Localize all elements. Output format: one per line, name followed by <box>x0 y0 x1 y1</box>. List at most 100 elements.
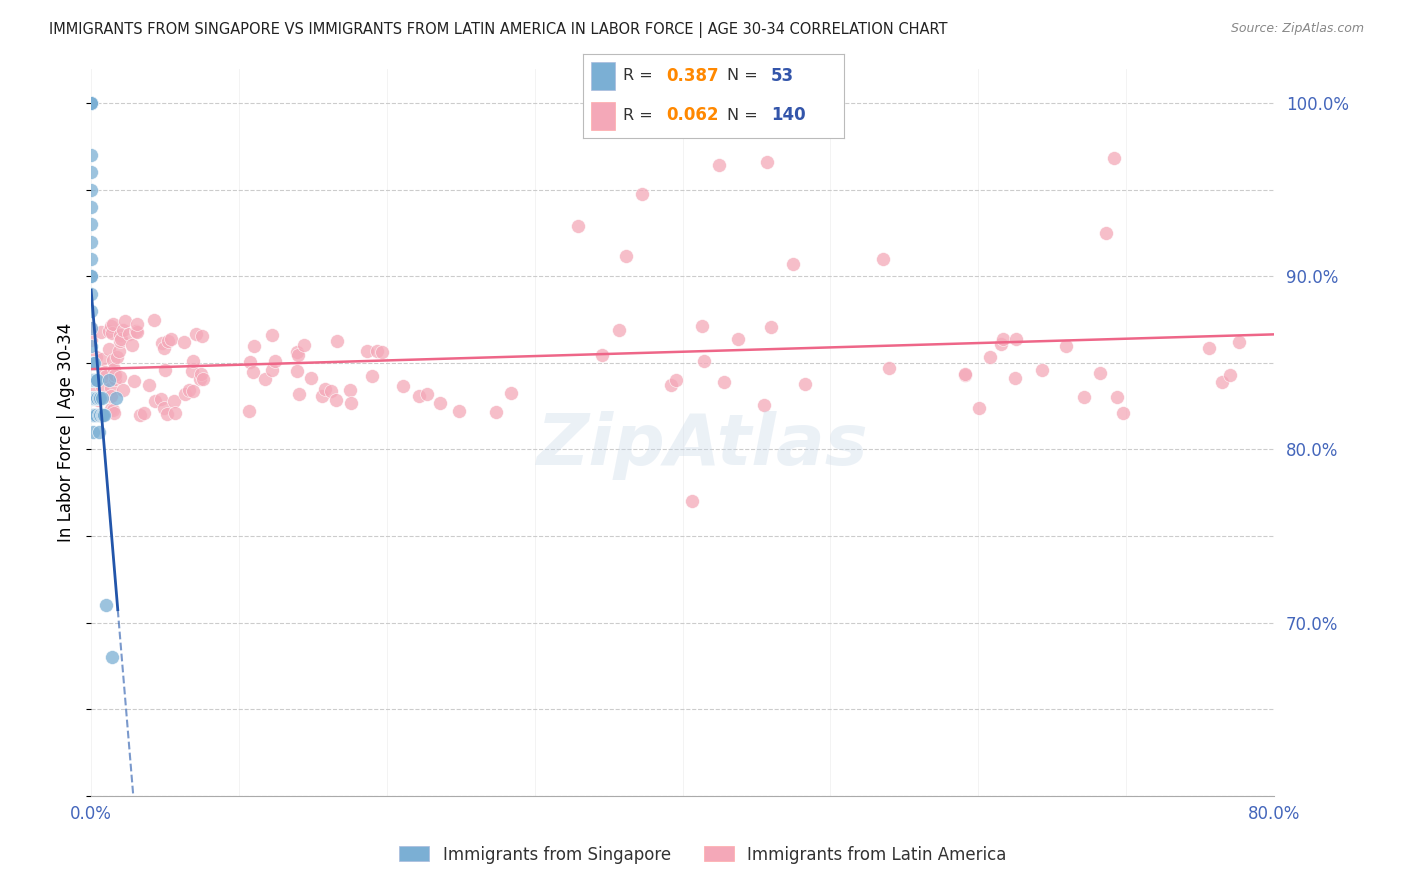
Point <box>979 351 1001 365</box>
Point <box>94 365 117 379</box>
Point <box>239 355 262 369</box>
Point <box>449 404 471 418</box>
Point <box>80 408 103 422</box>
Point <box>177 383 200 397</box>
Text: R =: R = <box>623 68 652 83</box>
Point <box>263 354 285 368</box>
Point <box>872 252 894 266</box>
Point <box>80 96 103 111</box>
Point <box>103 362 125 376</box>
Point <box>90 380 112 394</box>
Point <box>80 218 103 232</box>
Point <box>82 378 104 392</box>
Point <box>727 332 749 346</box>
Point <box>129 408 152 422</box>
Point <box>80 392 103 406</box>
Point <box>366 344 388 359</box>
Point <box>360 368 382 383</box>
Point <box>1102 151 1125 165</box>
Point <box>90 325 112 339</box>
Point <box>91 408 114 422</box>
Point <box>87 391 110 405</box>
Point <box>80 391 103 405</box>
Point <box>707 158 730 172</box>
Point <box>1112 406 1135 420</box>
Point <box>104 368 127 383</box>
Point <box>82 425 104 439</box>
Point <box>181 384 204 398</box>
Point <box>90 408 112 422</box>
Text: ZipAtlas: ZipAtlas <box>537 411 869 481</box>
Point <box>105 391 128 405</box>
Point <box>83 408 105 422</box>
Point <box>82 356 104 370</box>
Point <box>485 404 508 418</box>
Point <box>260 327 283 342</box>
Point <box>630 186 652 201</box>
Point <box>287 348 309 362</box>
Point <box>90 391 112 405</box>
Point <box>82 391 104 405</box>
Point <box>299 371 322 385</box>
Point <box>156 407 179 421</box>
Point <box>314 382 336 396</box>
Point <box>82 408 104 422</box>
Point <box>173 335 195 350</box>
Point <box>80 96 103 111</box>
Point <box>356 344 378 359</box>
Point <box>114 313 136 327</box>
Point <box>80 269 103 284</box>
Point <box>86 373 108 387</box>
Point <box>97 373 120 387</box>
Point <box>955 368 977 382</box>
Point <box>879 360 901 375</box>
Point <box>1054 339 1077 353</box>
Point <box>990 336 1012 351</box>
Point <box>143 313 166 327</box>
Point <box>607 323 630 337</box>
Point <box>1211 375 1233 389</box>
Point <box>681 494 703 508</box>
Point <box>80 235 103 249</box>
Point <box>391 378 413 392</box>
Point <box>794 376 817 391</box>
Point <box>190 367 212 381</box>
Point <box>125 325 148 339</box>
Point <box>83 391 105 405</box>
Point <box>90 352 112 367</box>
Text: Source: ZipAtlas.com: Source: ZipAtlas.com <box>1230 22 1364 36</box>
Point <box>108 369 131 384</box>
Point <box>80 148 103 162</box>
Point <box>591 348 613 362</box>
Point <box>755 154 778 169</box>
Point <box>127 317 149 331</box>
Point <box>408 389 430 403</box>
Point <box>153 341 176 355</box>
Legend: Immigrants from Singapore, Immigrants from Latin America: Immigrants from Singapore, Immigrants fr… <box>392 839 1014 871</box>
Point <box>752 398 775 412</box>
Point <box>87 425 110 439</box>
Point <box>285 364 308 378</box>
Point <box>84 408 107 422</box>
Point <box>614 249 637 263</box>
Point <box>97 324 120 338</box>
Point <box>567 219 589 234</box>
Point <box>118 326 141 341</box>
Point <box>100 326 122 341</box>
Point <box>238 404 260 418</box>
Point <box>80 96 103 111</box>
Point <box>321 384 343 398</box>
Point <box>665 373 688 387</box>
Point <box>188 372 211 386</box>
Point <box>122 374 145 388</box>
Point <box>112 383 135 397</box>
Point <box>991 332 1014 346</box>
Point <box>156 334 179 348</box>
Point <box>184 327 207 342</box>
Point <box>138 378 160 392</box>
Point <box>153 401 176 416</box>
Point <box>105 351 128 365</box>
Text: 140: 140 <box>770 106 806 124</box>
Point <box>121 338 143 352</box>
Point <box>104 372 127 386</box>
